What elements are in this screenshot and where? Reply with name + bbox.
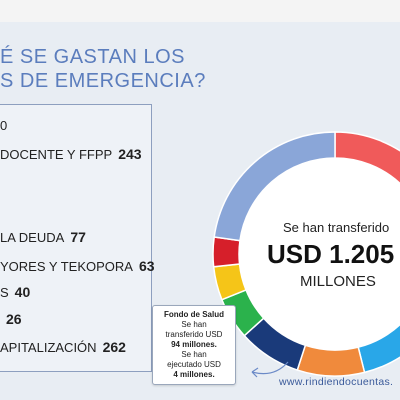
list-item-value: 243 [118,146,142,162]
list-item-label: 0 [0,118,8,133]
page-title-line1: É SE GASTAN LOS [0,46,185,68]
website-link[interactable]: www.rindiendocuentas. [279,376,394,388]
spending-list-box [0,104,152,372]
note-line: ejecutado USD [167,360,221,369]
donut-center-unit: MILLONES [300,273,376,290]
health-fund-note: Fondo de Salud Se han transferido USD 94… [152,305,236,385]
page-title-line2: S DE EMERGENCIA? [0,70,206,92]
list-item: APITALIZACIÓN 262 [0,339,126,355]
donut-hole [239,158,400,350]
note-amount: 4 millones. [173,370,215,379]
donut-center-amount: USD 1.205 [267,239,395,269]
donut-center-caption: Se han transferido [283,220,390,235]
list-item: 0 [0,118,7,133]
list-item-label: YORES Y TEKOPORA [0,259,133,274]
note-line: transferido USD [165,330,223,339]
segment-darkred [212,236,241,268]
list-item-value: 63 [138,258,155,274]
note-line: Se han [181,320,207,329]
list-item-value: 262 [102,339,126,355]
note-line: Se han [181,350,207,359]
list-item-value: 77 [70,229,86,245]
note-amount: 94 millones. [171,340,217,349]
segment-periwinkle [213,131,336,242]
note-title: Fondo de Salud [164,310,224,319]
top-strip [0,0,400,22]
list-item-value: 26 [6,311,22,327]
list-item-label: APITALIZACIÓN [0,340,97,355]
list-item-value: 40 [14,284,31,300]
list-item-label: DOCENTE Y FFPP [0,147,113,162]
list-item: S 40 [0,284,30,300]
pointer-arrow [251,361,289,375]
list-item: 26 [0,311,22,327]
list-item-label: LA DEUDA [0,230,65,245]
list-item-label: S [0,285,9,300]
list-item: LA DEUDA 77 [0,229,86,245]
list-item: YORES Y TEKOPORA 63 [0,258,155,274]
pointer-arrowhead [251,367,259,378]
list-item: DOCENTE Y FFPP 243 [0,146,142,162]
